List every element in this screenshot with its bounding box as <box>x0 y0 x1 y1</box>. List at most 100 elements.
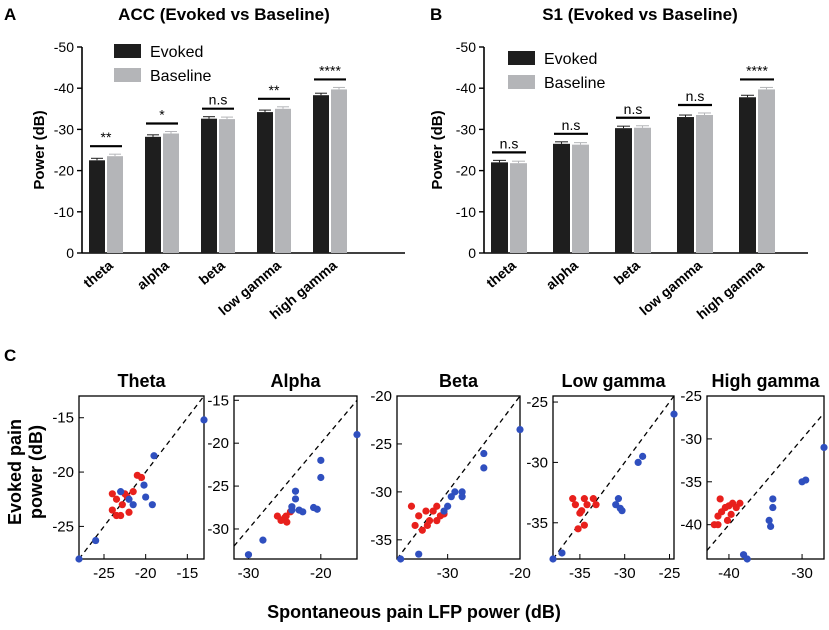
y-tick-label: -50 <box>456 39 476 55</box>
point-blue <box>458 493 466 501</box>
point-blue <box>480 464 488 472</box>
y-tick-label: -20 <box>456 163 476 179</box>
scatter-title: Low gamma <box>561 371 666 391</box>
bar-baseline <box>758 89 775 253</box>
point-blue <box>291 487 300 495</box>
bar-chart-s1: S1 (Evoked vs Baseline) 0 -10 -20 -30 -40 -50 P… <box>429 5 808 322</box>
point-red <box>112 511 121 520</box>
x-tick-label: -20 <box>509 565 531 582</box>
y-tick-label: -25 <box>680 388 702 405</box>
point-red <box>727 510 735 518</box>
point-red <box>574 525 582 533</box>
bar-evoked <box>257 112 273 253</box>
point-red <box>716 495 724 503</box>
point-red <box>282 512 290 520</box>
significance-label: n.s <box>500 135 519 151</box>
y-tick-label: -20 <box>370 388 392 405</box>
point-blue <box>259 536 267 544</box>
point-blue <box>767 522 775 531</box>
plot-frame <box>706 395 825 560</box>
point-blue <box>769 495 777 503</box>
bar-baseline <box>331 89 347 253</box>
y-axis-label: Power (dB) <box>429 110 446 189</box>
x-tick-label: -30 <box>614 565 636 582</box>
bar-evoked <box>89 160 105 253</box>
unity-line <box>396 395 521 560</box>
point-red <box>411 521 419 530</box>
point-blue <box>140 481 148 489</box>
point-red <box>137 473 146 482</box>
point-blue <box>117 488 125 496</box>
y-tick-label: 0 <box>66 245 74 261</box>
point-blue <box>397 555 405 563</box>
bar-evoked <box>491 162 508 253</box>
y-tick-label: -30 <box>207 521 229 538</box>
point-blue <box>558 549 566 557</box>
bar-evoked <box>553 143 570 253</box>
x-tick-label: -20 <box>135 565 157 582</box>
point-red <box>125 508 133 516</box>
point-red <box>407 502 416 510</box>
point-blue <box>614 495 623 503</box>
scatter-plot-high-gamma: High gamma -40 -30 -40 -35 -30 -25 <box>680 371 828 582</box>
legend-label-baseline: Baseline <box>544 75 605 92</box>
point-blue <box>150 452 158 460</box>
scatter-plot-alpha: Alpha -30 -20 -30 -25 -20 -15 <box>207 371 361 582</box>
category-label: high gamma <box>693 257 767 322</box>
legend-label-baseline: Baseline <box>150 68 211 85</box>
scatter-ylabel-line2: power (dB) <box>26 425 46 519</box>
point-blue <box>415 550 423 558</box>
point-blue <box>92 536 100 545</box>
category-label: alpha <box>134 257 172 293</box>
category-label: beta <box>611 257 643 288</box>
bar-baseline <box>510 163 527 253</box>
bar-baseline <box>107 156 123 253</box>
point-red <box>418 526 426 534</box>
significance-label: n.s <box>562 117 581 133</box>
significance-label: * <box>159 107 165 123</box>
point-blue <box>765 516 773 524</box>
point-red <box>736 499 744 507</box>
point-red <box>423 521 431 530</box>
significance-label: n.s <box>686 88 705 104</box>
y-tick-label: -30 <box>370 484 392 501</box>
point-blue <box>200 416 208 424</box>
plot-frame <box>233 395 358 560</box>
y-tick-label: -40 <box>680 517 702 534</box>
y-tick-label: -10 <box>54 204 74 220</box>
scatter-title: Theta <box>117 371 166 391</box>
point-blue <box>670 410 678 418</box>
point-blue <box>142 493 150 501</box>
scatter-plot-beta: Beta -30 -20 -35 -30 -25 -20 <box>370 371 531 582</box>
point-red <box>723 516 732 524</box>
point-blue <box>291 495 300 503</box>
point-red <box>433 502 441 510</box>
point-red <box>129 488 137 496</box>
chart-title: ACC (Evoked vs Baseline) <box>118 5 330 24</box>
significance-label: n.s <box>624 101 643 117</box>
point-red <box>580 521 588 529</box>
bar-baseline <box>634 127 651 253</box>
y-tick-label: -20 <box>207 435 229 452</box>
y-tick-label: -20 <box>54 163 74 179</box>
plot-frame <box>552 395 675 560</box>
point-red <box>118 501 126 509</box>
point-red <box>583 501 591 509</box>
category-label: beta <box>196 257 228 288</box>
bar-evoked <box>145 136 161 253</box>
x-tick-label: -30 <box>437 565 459 582</box>
x-tick-label: -30 <box>238 565 260 582</box>
bar-evoked <box>313 95 329 253</box>
point-blue <box>444 502 452 510</box>
y-tick-label: -30 <box>680 431 702 448</box>
y-tick-label: -35 <box>526 515 548 532</box>
significance-label: n.s <box>209 92 228 108</box>
legend-label-evoked: Evoked <box>150 44 203 61</box>
y-tick-label: -50 <box>54 39 74 55</box>
category-label: theta <box>80 257 116 291</box>
x-tick-label: -15 <box>176 565 198 582</box>
scatter-title: High gamma <box>711 371 820 391</box>
significance-label: ** <box>269 82 280 98</box>
y-tick-label: -25 <box>207 478 229 495</box>
